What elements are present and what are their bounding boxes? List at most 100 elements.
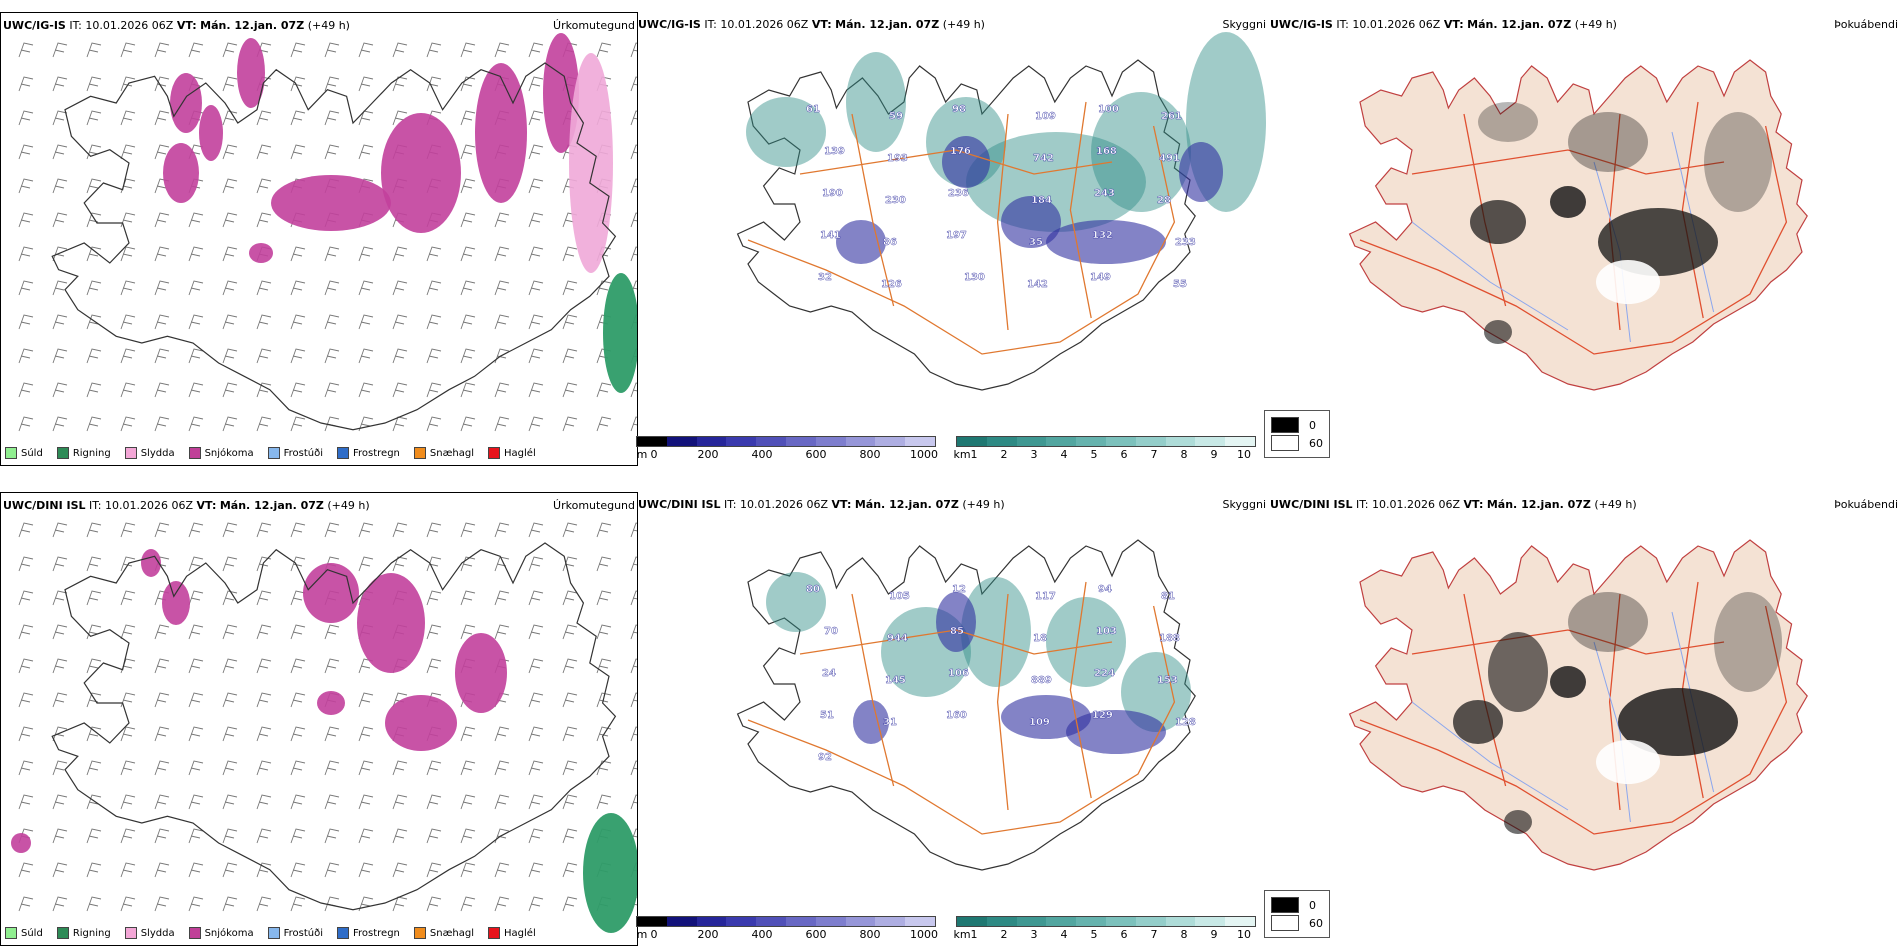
wind-barb: [528, 382, 544, 398]
cloud-base-label: 86: [883, 237, 897, 248]
wind-barb: [188, 556, 204, 572]
ceiling-scale: m 0 200 400 600 800 1000: [636, 436, 938, 461]
wind-barb: [18, 726, 34, 742]
wind-barb: [392, 280, 408, 296]
wind-barb: [460, 896, 476, 912]
wind-barb: [86, 314, 102, 330]
cloud-base-label: 28: [1157, 195, 1171, 206]
precip-type-label: Úrkomutegund: [553, 499, 635, 512]
wind-barb: [52, 348, 68, 364]
legend-item: Frostúði: [267, 447, 323, 459]
cloud-base-label: 126: [881, 279, 902, 290]
cloud-base-label: 176: [950, 146, 971, 157]
wind-barb: [86, 178, 102, 194]
wind-barb: [188, 896, 204, 912]
legend-label: Haglél: [504, 447, 536, 459]
cloud-base-area: [1046, 220, 1166, 264]
cloud-base-label: 243: [1094, 188, 1115, 199]
cloud-base-label: 92: [818, 752, 832, 763]
wind-barb: [596, 658, 612, 674]
wind-barb: [562, 896, 578, 912]
wind-barb: [86, 896, 102, 912]
wind-barb: [528, 624, 544, 640]
wind-barb: [630, 382, 637, 398]
fog-panel-row1: UWC/IG-IS IT: 10.01.2026 06Z VT: Mán. 12…: [1268, 12, 1900, 464]
cloud-base-area: [1066, 710, 1166, 754]
wind-barb: [528, 726, 544, 742]
wind-barb: [154, 42, 170, 58]
scale-tick: 1000: [910, 448, 938, 461]
wind-barb: [188, 246, 204, 262]
cloud-base-label: 261: [1161, 111, 1182, 122]
wind-barb: [256, 896, 272, 912]
legend-item: Súld: [5, 927, 43, 939]
legend-swatch: [337, 927, 349, 939]
wind-barb: [494, 212, 510, 228]
wind-barb: [52, 726, 68, 742]
wind-barb: [256, 416, 272, 432]
wind-barb: [460, 212, 476, 228]
wind-barb: [120, 522, 136, 538]
wind-barb: [562, 416, 578, 432]
wind-barb: [222, 828, 238, 844]
fog-swatch: [1271, 915, 1299, 931]
legend-swatch: [124, 447, 137, 459]
wind-barb: [494, 760, 510, 776]
wind-barb: [426, 246, 442, 262]
panel-title: UWC/IG-IS IT: 10.01.2026 06Z VT: Mán. 12…: [3, 19, 350, 32]
wind-barb: [596, 42, 612, 58]
fog-area: [1550, 666, 1586, 698]
wind-barb: [256, 828, 272, 844]
wind-barb: [630, 692, 637, 708]
wind-barb: [596, 760, 612, 776]
wind-barb: [120, 246, 136, 262]
wind-barb: [358, 348, 374, 364]
wind-barb: [528, 42, 544, 58]
cloud-base-label: 103: [1096, 626, 1117, 637]
cloud-base-label: 236: [948, 188, 969, 199]
scale-tick: 5: [1090, 928, 1098, 941]
wind-barb: [426, 794, 442, 810]
wind-barb: [86, 862, 102, 878]
cloud-base-label: 944: [887, 633, 908, 644]
fog-area: [1704, 112, 1772, 212]
wind-barb: [290, 828, 306, 844]
cloud-base-label: 190: [822, 188, 843, 199]
cloud-base-label: 193: [887, 153, 908, 164]
road-network: [851, 593, 895, 787]
wind-barb: [52, 110, 68, 126]
scale-tick: 8: [1180, 448, 1188, 461]
visibility-scale: km 1 2 3 4 5 6 7 8 9 10: [953, 436, 1256, 461]
cloud-base-label: 132: [1092, 230, 1113, 241]
wind-barb: [426, 348, 442, 364]
wind-barb: [596, 590, 612, 606]
wind-barb: [222, 794, 238, 810]
wind-barb: [120, 794, 136, 810]
fog-scale-label: 0: [1309, 418, 1316, 432]
wind-barb: [460, 794, 476, 810]
wind-barb: [392, 828, 408, 844]
legend-item: Súld: [5, 447, 43, 459]
cloud-base-label: 59: [889, 111, 903, 122]
wind-barb: [52, 896, 68, 912]
wind-barb: [222, 382, 238, 398]
fog-area: [1453, 700, 1503, 744]
scale-tick: 600: [805, 448, 827, 461]
wind-barb: [426, 760, 442, 776]
wind-barb: [256, 144, 272, 160]
fog-area: [1504, 810, 1532, 834]
wind-barb: [630, 110, 637, 126]
wind-barb: [460, 862, 476, 878]
wind-barb: [18, 178, 34, 194]
glacier-area: [1596, 740, 1660, 784]
wind-barb: [290, 144, 306, 160]
wind-barb: [460, 280, 476, 296]
legend-item: Haglél: [488, 927, 536, 939]
wind-barb: [52, 760, 68, 776]
wind-barb: [256, 212, 272, 228]
wind-barb: [188, 522, 204, 538]
wind-barb: [188, 212, 204, 228]
wind-barb: [52, 522, 68, 538]
wind-barb: [630, 556, 637, 572]
wind-barb: [18, 590, 34, 606]
